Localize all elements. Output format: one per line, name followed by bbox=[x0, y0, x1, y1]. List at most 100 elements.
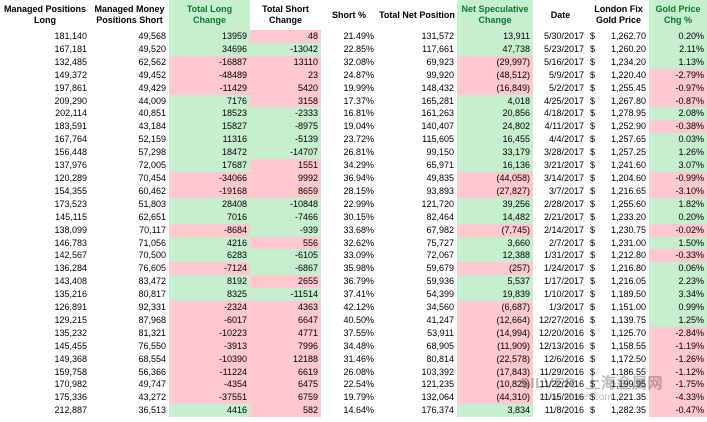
cell-gold-price-chg: 0.03% bbox=[649, 133, 707, 147]
cell-gold-price: 1,282.35 bbox=[610, 405, 647, 416]
cell-gold-price-chg: 2.11% bbox=[649, 42, 707, 56]
cell-managed-long: 167,181 bbox=[54, 43, 87, 54]
cell-total-net-position: 132,064 bbox=[421, 392, 454, 403]
cell-currency: $ bbox=[590, 366, 596, 377]
cell-date: 1/17/2017 bbox=[543, 276, 584, 287]
cell-gold-price: 1,125.70 bbox=[610, 327, 647, 338]
cell-date: 12/6/2016 bbox=[543, 353, 584, 364]
cell-total-long-change: 34696 bbox=[169, 42, 250, 56]
header-row: Managed Positions Long Managed Money Pos… bbox=[0, 0, 707, 30]
cell-total-long-change: -11429 bbox=[169, 81, 250, 95]
cell-managed-long: 170,982 bbox=[54, 379, 87, 390]
cell-short-pct: 17.37% bbox=[343, 95, 374, 106]
cell-gold-price: 1,278.95 bbox=[610, 108, 647, 119]
cell-managed-long: 149,372 bbox=[54, 69, 87, 80]
table-row: 170,982 49,747 -4354 6475 22.54% 121,235 (10,8… bbox=[0, 378, 707, 392]
cell-managed-long: 156,448 bbox=[54, 147, 87, 158]
cell-managed-short: 80,817 bbox=[138, 289, 166, 300]
cell-gold-price: 1,204.60 bbox=[610, 172, 647, 183]
table-row: 145,115 62,651 7016 -7466 30.15% 82,464 14,482… bbox=[0, 210, 707, 224]
cell-total-short-change: -6867 bbox=[250, 262, 321, 276]
cell-currency: $ bbox=[590, 250, 596, 261]
cell-currency: $ bbox=[590, 134, 596, 145]
cell-currency: $ bbox=[590, 263, 596, 274]
cell-gold-price-chg: -0.97% bbox=[649, 81, 707, 95]
cell-total-short-change: 582 bbox=[250, 404, 321, 418]
cell-short-pct: 19.99% bbox=[343, 82, 374, 93]
cell-date: 11/8/2016 bbox=[544, 405, 584, 416]
cell-managed-long: 154,355 bbox=[54, 185, 87, 196]
cell-gold-price-chg: -0.33% bbox=[649, 249, 707, 263]
cell-gold-price-chg: -2.79% bbox=[649, 68, 707, 82]
cell-net-speculative-change: 5,537 bbox=[457, 275, 533, 289]
cell-currency: $ bbox=[590, 353, 596, 364]
cell-date: 5/23/2017 bbox=[543, 43, 584, 54]
cell-managed-short: 76,605 bbox=[138, 263, 166, 274]
table-row: 142,567 70,500 6283 -6105 33.09% 72,067 12,388… bbox=[0, 249, 707, 263]
cell-gold-price-chg: 2.08% bbox=[649, 107, 707, 121]
cell-total-net-position: 140,407 bbox=[421, 121, 454, 132]
cell-short-pct: 42.12% bbox=[343, 302, 374, 313]
cell-managed-short: 43,272 bbox=[138, 392, 166, 403]
cell-net-speculative-change: (44,058) bbox=[457, 171, 533, 185]
cell-date: 1/31/2017 bbox=[543, 250, 584, 261]
cell-total-long-change: -3913 bbox=[169, 339, 250, 353]
cell-total-long-change: 4416 bbox=[169, 404, 250, 418]
table-row: 129,215 87,968 -6017 6647 40.50% 41,247 (12,66… bbox=[0, 313, 707, 327]
cell-short-pct: 34.48% bbox=[343, 340, 374, 351]
cell-date: 11/22/2016 bbox=[539, 379, 584, 390]
cell-total-net-position: 93,893 bbox=[426, 185, 454, 196]
cell-gold-price-chg: -1.26% bbox=[649, 352, 707, 366]
cell-net-speculative-change: (10,829) bbox=[457, 378, 533, 392]
cell-total-short-change: 2655 bbox=[250, 275, 321, 289]
cell-short-pct: 22.54% bbox=[343, 379, 374, 390]
cell-gold-price: 1,189.50 bbox=[610, 289, 647, 300]
cell-short-pct: 19.79% bbox=[343, 392, 374, 403]
cell-currency: $ bbox=[590, 160, 596, 171]
table-row: 167,181 49,520 34696 -13042 22.85% 117,661 47,… bbox=[0, 42, 707, 56]
cell-gold-price: 1,221.35 bbox=[610, 392, 647, 403]
cell-total-net-position: 117,661 bbox=[422, 43, 454, 54]
cell-net-speculative-change: 14,482 bbox=[457, 210, 533, 224]
cell-currency: $ bbox=[590, 185, 596, 196]
table-row: 149,372 49,452 -48489 23 24.87% 99,920 (48,512… bbox=[0, 68, 707, 82]
table-row: 197,861 49,429 -11429 5420 19.99% 148,432 (16,… bbox=[0, 81, 707, 95]
cell-total-long-change: -10223 bbox=[169, 326, 250, 340]
header-net-speculative-change: Net Speculative Change bbox=[457, 0, 533, 30]
cell-net-speculative-change: (48,512) bbox=[457, 68, 533, 82]
cell-total-long-change: -16887 bbox=[169, 55, 250, 69]
cell-total-short-change: -7466 bbox=[250, 210, 321, 224]
cell-gold-price-chg: -1.19% bbox=[649, 339, 707, 353]
cell-total-short-change: 6619 bbox=[250, 365, 321, 379]
cell-net-speculative-change: 16,136 bbox=[457, 159, 533, 172]
cell-gold-price-chg: -1.75% bbox=[649, 378, 707, 392]
cell-total-net-position: 80,814 bbox=[426, 353, 454, 364]
cell-total-net-position: 68,905 bbox=[426, 340, 454, 351]
cell-currency: $ bbox=[590, 56, 596, 67]
cell-net-speculative-change: 13,911 bbox=[457, 30, 533, 43]
cell-managed-short: 81,321 bbox=[138, 327, 166, 338]
cell-net-speculative-change: (6,687) bbox=[457, 301, 533, 314]
cell-gold-price: 1,267.80 bbox=[610, 95, 647, 106]
cell-net-speculative-change: 24,802 bbox=[457, 120, 533, 134]
cell-total-long-change: -37551 bbox=[169, 391, 250, 405]
table-row: 149,368 68,554 -10390 12188 31.46% 80,814 (22,… bbox=[0, 352, 707, 366]
cell-date: 5/16/2017 bbox=[543, 56, 584, 67]
cell-managed-long: 120,289 bbox=[54, 172, 87, 183]
cell-total-long-change: -7124 bbox=[169, 262, 250, 276]
cell-gold-price-chg: 1.13% bbox=[649, 55, 707, 69]
header-gold-price-chg: Gold Price Chg % bbox=[649, 0, 707, 30]
cell-total-net-position: 65,971 bbox=[426, 160, 454, 171]
cell-short-pct: 37.41% bbox=[343, 289, 374, 300]
cell-gold-price-chg: -0.38% bbox=[649, 120, 707, 134]
cell-currency: $ bbox=[590, 172, 596, 183]
cell-total-net-position: 67,982 bbox=[426, 224, 454, 235]
cell-gold-price: 1,186.55 bbox=[610, 366, 647, 377]
cell-date: 3/7/2017 bbox=[548, 185, 584, 196]
cell-total-net-position: 82,464 bbox=[426, 211, 454, 222]
cell-total-net-position: 49,835 bbox=[426, 172, 454, 183]
cell-gold-price: 1,252.90 bbox=[610, 121, 647, 132]
table-row: 132,485 62,562 -16887 13110 32.08% 69,923 (29,… bbox=[0, 55, 707, 69]
cell-managed-long: 183,591 bbox=[54, 121, 87, 132]
cell-date: 5/2/2017 bbox=[548, 82, 584, 93]
